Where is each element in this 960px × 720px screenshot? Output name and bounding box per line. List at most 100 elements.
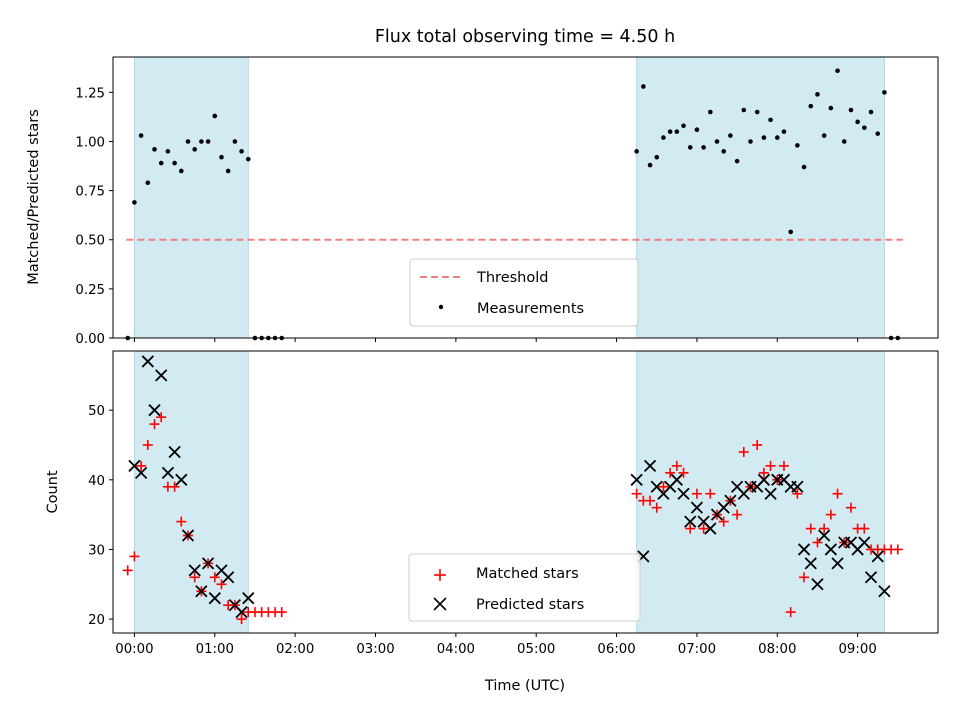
bottom-axes-frame bbox=[112, 350, 939, 634]
measurement-point bbox=[132, 200, 137, 205]
predicted-star-point bbox=[871, 550, 884, 563]
predicted-star-point bbox=[188, 564, 201, 577]
predicted-star-point bbox=[724, 494, 737, 507]
predicted-star-point bbox=[818, 529, 831, 542]
x-tick-label: 02:00 bbox=[276, 642, 314, 657]
matched-star-point bbox=[758, 467, 769, 478]
matched-star-point bbox=[892, 544, 903, 555]
x-tick-label: 05:00 bbox=[517, 642, 555, 657]
measurement-point bbox=[728, 133, 733, 138]
measurement-point bbox=[734, 158, 740, 164]
matched-star-point bbox=[799, 572, 810, 583]
matched-star-point bbox=[216, 579, 227, 590]
matched-star-point bbox=[136, 460, 147, 471]
top-axes-frame bbox=[112, 56, 939, 339]
y-tick-label: 0.50 bbox=[75, 234, 105, 249]
measurement-point bbox=[868, 109, 874, 115]
bottom-y-axis-label: Count bbox=[45, 470, 61, 513]
predicted-star-point bbox=[811, 578, 824, 591]
x-tick-label: 01:00 bbox=[196, 642, 234, 657]
predicted-star-point bbox=[195, 585, 208, 598]
x-tick-label: 06:00 bbox=[597, 642, 635, 657]
bottom-y-ticks: 20 30 40 50 bbox=[88, 404, 113, 628]
measurement-point bbox=[821, 133, 827, 138]
matched-star-point bbox=[169, 481, 180, 492]
predicted-star-point bbox=[235, 605, 248, 619]
matched-star-point bbox=[765, 460, 776, 471]
shaded-interval-0 bbox=[133, 350, 249, 634]
chart-title: Flux total observing time = 4.50 h bbox=[375, 27, 675, 47]
measurement-point bbox=[674, 129, 680, 134]
matched-star-point bbox=[832, 488, 843, 499]
predicted-star-point bbox=[878, 585, 891, 598]
matched-star-point bbox=[685, 523, 696, 534]
y-tick-label: 0.75 bbox=[75, 185, 105, 200]
measurement-point bbox=[761, 135, 767, 140]
measurement-point bbox=[808, 103, 814, 109]
y-tick-label: 30 bbox=[88, 543, 105, 558]
matched-star-point bbox=[825, 509, 836, 520]
matched-star-point bbox=[778, 460, 789, 471]
top-shaded-intervals bbox=[133, 56, 885, 339]
predicted-star-point bbox=[643, 459, 657, 473]
matched-star-point bbox=[752, 440, 763, 450]
matched-star-point bbox=[209, 572, 220, 583]
measurement-point bbox=[225, 168, 231, 174]
matched-star-point bbox=[859, 523, 870, 534]
predicted-star-point bbox=[677, 487, 690, 500]
bottom-shaded-intervals bbox=[133, 350, 885, 634]
matched-star-point bbox=[732, 509, 743, 520]
predicted-star-point bbox=[242, 592, 255, 605]
measurement-point bbox=[708, 109, 713, 115]
measurement-point bbox=[667, 129, 673, 134]
measurement-point bbox=[245, 156, 251, 162]
measurement-point bbox=[701, 145, 706, 150]
matched-star-point bbox=[698, 523, 709, 534]
predicted-star-point bbox=[704, 522, 717, 535]
measurement-point bbox=[694, 127, 700, 133]
x-tick-label: 07:00 bbox=[678, 642, 716, 657]
measurement-point bbox=[748, 139, 753, 144]
matched-star-point bbox=[718, 516, 729, 527]
measurement-point bbox=[654, 154, 660, 160]
y-tick-label: 20 bbox=[88, 613, 105, 628]
matched-star-point bbox=[651, 502, 662, 513]
measurement-point bbox=[781, 129, 787, 134]
matched-star-point bbox=[805, 523, 816, 534]
predicted-star-point bbox=[670, 473, 683, 486]
matched-star-point bbox=[631, 488, 642, 499]
matched-star-point bbox=[691, 488, 702, 499]
measurement-point bbox=[754, 109, 760, 115]
legend-measurements-swatch bbox=[438, 304, 444, 310]
predicted-star-point bbox=[630, 473, 643, 486]
y-tick-label: 40 bbox=[88, 474, 105, 489]
measurement-points bbox=[125, 68, 901, 341]
predicted-star-point bbox=[148, 404, 161, 417]
matched-star-point bbox=[819, 523, 830, 534]
top-legend-box bbox=[409, 258, 639, 327]
measurement-point bbox=[815, 92, 820, 97]
bottom-x-ticks: 00:00 01:00 02:00 03:00 04:00 05:00 06:00 07:00… bbox=[115, 633, 877, 657]
measurement-point bbox=[647, 162, 653, 168]
measurement-point bbox=[634, 149, 639, 154]
matched-star-point bbox=[276, 607, 287, 618]
shaded-interval-1 bbox=[636, 56, 885, 339]
measurement-point bbox=[862, 125, 867, 131]
predicted-star-point bbox=[757, 473, 771, 486]
measurement-point bbox=[768, 117, 773, 123]
matched-star-point bbox=[738, 446, 749, 457]
predicted-star-point bbox=[824, 543, 837, 556]
top-panel: 0.00 0.25 0.50 0.75 1.00 1.25 Matched/Predict… bbox=[26, 56, 939, 347]
measurement-point bbox=[239, 149, 244, 154]
measurement-point bbox=[681, 123, 686, 129]
predicted-star-point bbox=[864, 571, 878, 584]
bottom-legend-box bbox=[408, 553, 641, 622]
measurement-point bbox=[774, 135, 780, 140]
matched-star-point bbox=[671, 460, 682, 471]
predicted-star-point bbox=[161, 466, 175, 479]
measurement-point bbox=[855, 119, 860, 125]
measurement-point bbox=[828, 105, 834, 111]
predicted-stars-points bbox=[128, 355, 891, 619]
predicted-star-point bbox=[175, 473, 188, 486]
legend-threshold-label: Threshold bbox=[476, 270, 548, 286]
